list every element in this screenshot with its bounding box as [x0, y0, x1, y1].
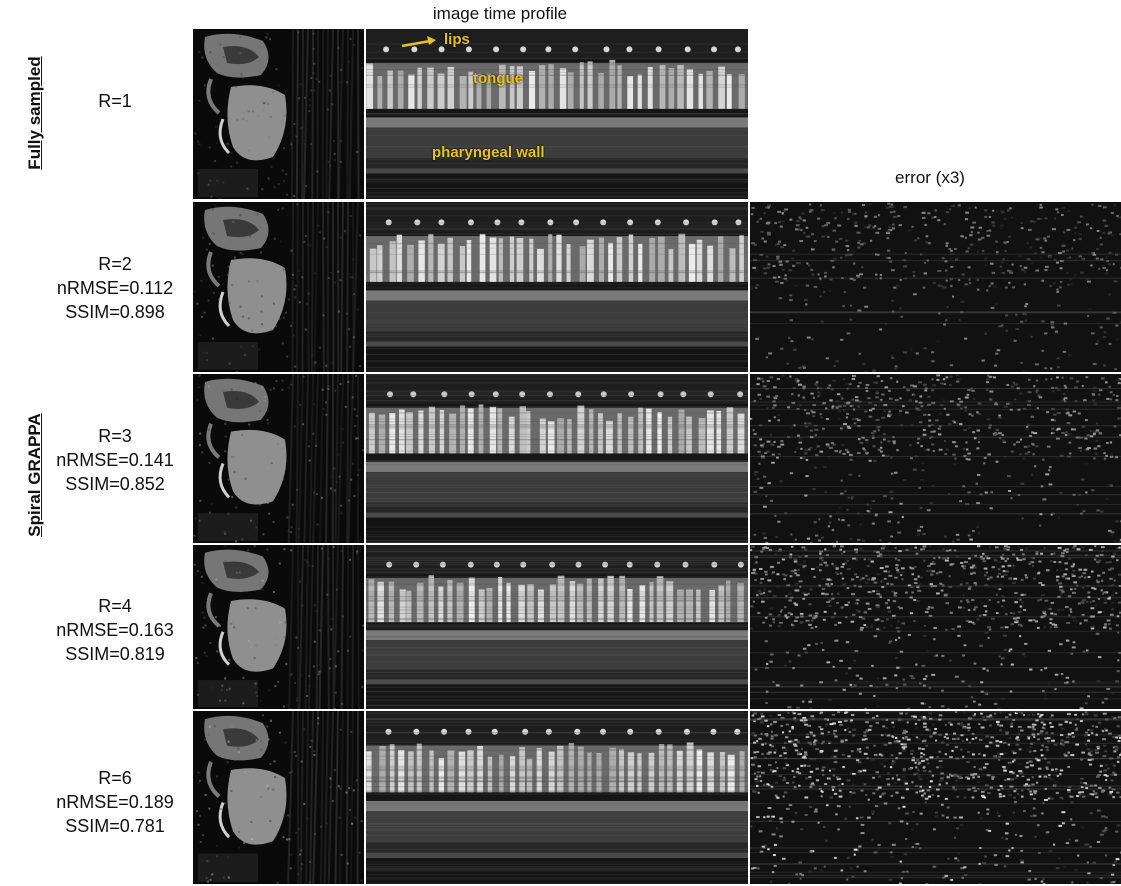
- row-label-r4: R=4 nRMSE=0.163 SSIM=0.819: [40, 594, 190, 666]
- row-label-r1: R=1: [40, 89, 190, 113]
- row-ssim-value: SSIM=0.898: [65, 302, 165, 322]
- row-ssim-value: SSIM=0.852: [65, 474, 165, 494]
- row-r-value: R=1: [98, 91, 132, 111]
- time-profile-image: [366, 711, 748, 884]
- time-profile-image-graphic: [366, 202, 748, 372]
- time-profile-image: [366, 202, 748, 372]
- row-r-value: R=6: [98, 768, 132, 788]
- error-title: error (x3): [895, 168, 965, 187]
- error-map-image: [750, 711, 1121, 884]
- annotation-pharyngeal-wall: pharyngeal wall: [432, 144, 545, 161]
- annotation-tongue: tongue: [473, 70, 523, 87]
- row-ssim-value: SSIM=0.819: [65, 644, 165, 664]
- error-map-image-graphic: [750, 545, 1121, 709]
- lips-arrow-icon: [401, 36, 436, 48]
- error-map-image-graphic: [750, 374, 1121, 543]
- row-label-r3: R=3 nRMSE=0.141 SSIM=0.852: [40, 424, 190, 496]
- row-label-r6: R=6 nRMSE=0.189 SSIM=0.781: [40, 766, 190, 838]
- time-profile-image-graphic: [366, 29, 748, 199]
- sagittal-image: [193, 202, 364, 372]
- time-profile-image-graphic: [366, 545, 748, 709]
- error-map-image: [750, 545, 1121, 709]
- error-map-image: [750, 374, 1121, 543]
- row-nrmse-value: nRMSE=0.163: [56, 620, 174, 640]
- row-r-value: R=2: [98, 254, 132, 274]
- time-profile-image-graphic: [366, 374, 748, 543]
- sagittal-image-graphic: [193, 29, 364, 199]
- annotation-lips: lips: [444, 31, 470, 48]
- row-r-value: R=3: [98, 426, 132, 446]
- sagittal-image-graphic: [193, 202, 364, 372]
- sagittal-image-graphic: [193, 374, 364, 543]
- time-profile-image: [366, 374, 748, 543]
- row-nrmse-value: nRMSE=0.112: [56, 278, 174, 298]
- error-map-image-graphic: [750, 711, 1121, 884]
- time-profile-title: image time profile: [432, 4, 568, 23]
- sagittal-image: [193, 374, 364, 543]
- row-r-value: R=4: [98, 596, 132, 616]
- sagittal-image-graphic: [193, 711, 364, 884]
- sagittal-image-graphic: [193, 545, 364, 709]
- group-label-fully-sampled: Fully sampled: [25, 56, 44, 170]
- row-nrmse-value: nRMSE=0.141: [56, 450, 174, 470]
- sagittal-image: [193, 545, 364, 709]
- row-nrmse-value: nRMSE=0.189: [56, 792, 174, 812]
- sagittal-image: [193, 711, 364, 884]
- time-profile-image-graphic: [366, 711, 748, 884]
- sagittal-image: [193, 29, 364, 199]
- error-map-image: [750, 202, 1121, 372]
- row-ssim-value: SSIM=0.781: [65, 816, 165, 836]
- row-label-r2: R=2 nRMSE=0.112 SSIM=0.898: [40, 252, 190, 324]
- time-profile-image: [366, 545, 748, 709]
- time-profile-image: [366, 29, 748, 199]
- error-map-image-graphic: [750, 202, 1121, 372]
